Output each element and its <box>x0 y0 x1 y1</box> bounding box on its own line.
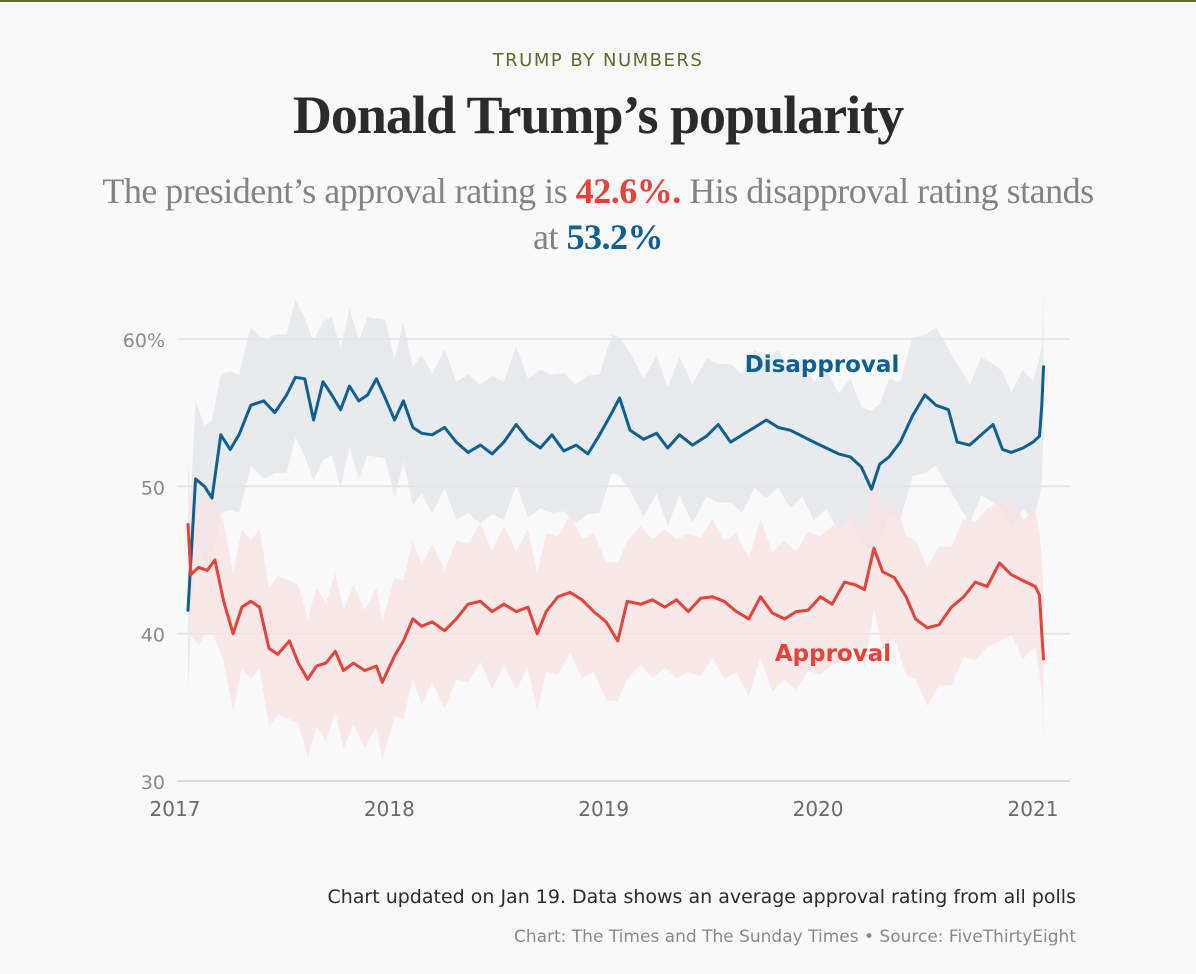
subtitle-text: The president’s approval rating is <box>102 171 576 211</box>
series-label-disapproval: Disapproval <box>745 352 900 378</box>
uncertainty-band-approval <box>187 462 1044 761</box>
disapproval-value: 53.2% <box>566 217 663 257</box>
chart-title: Donald Trump’s popularity <box>292 85 904 145</box>
x-tick-label: 2020 <box>793 797 844 821</box>
y-tick-label: 40 <box>141 625 165 647</box>
chart-kicker: TRUMP BY NUMBERS <box>492 50 704 71</box>
y-tick-label: 30 <box>141 772 165 794</box>
x-tick-label: 2017 <box>150 797 201 821</box>
x-tick-label: 2021 <box>1008 797 1059 821</box>
y-tick-label: 60% <box>123 330 165 352</box>
chart-source: Chart: The Times and The Sunday Times • … <box>513 927 1076 947</box>
series-label-approval: Approval <box>775 641 891 667</box>
y-tick-label: 50 <box>141 477 165 499</box>
approval-value: 42.6%. <box>575 171 682 211</box>
subtitle-text: His disapproval rating stands at <box>533 171 1094 257</box>
series-line-disapproval <box>186 365 1046 612</box>
x-tick-label: 2018 <box>364 797 415 821</box>
x-tick-label: 2019 <box>578 797 629 821</box>
uncertainty-band-disapproval <box>187 287 1044 690</box>
chart-subtitle: The president’s approval rating is 42.6%… <box>100 168 1096 260</box>
chart-note: Chart updated on Jan 19. Data shows an a… <box>327 886 1076 908</box>
series-line-approval <box>186 523 1046 684</box>
